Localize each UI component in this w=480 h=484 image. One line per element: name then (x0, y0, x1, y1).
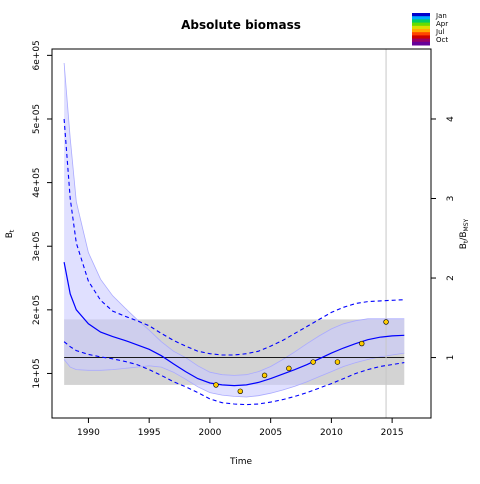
y-tick-label: 6e+05 (32, 40, 42, 70)
legend-color-swatch (412, 41, 430, 46)
y-tick-label: 4e+05 (32, 167, 42, 197)
y2-tick-label: 2 (446, 275, 456, 281)
x-tick-label: 1990 (77, 428, 100, 438)
legend-color-swatch (412, 35, 430, 40)
legend-label: Oct (436, 36, 448, 44)
y-tick-label: 2e+05 (32, 295, 42, 325)
y2-tick-label: 1 (446, 355, 456, 361)
observation-point (359, 340, 365, 347)
ci-upper-line (63, 62, 405, 376)
axes: 1990 1995 2000 2005 2010 2015 1e+05 2e+05 3e+05 4… (32, 40, 456, 438)
prediction-lower-line (63, 341, 405, 406)
ci-lower-line (63, 352, 405, 398)
prediction-upper-line (63, 118, 405, 356)
x-tick-label: 2015 (381, 428, 404, 438)
legend-color-swatch (412, 32, 430, 36)
legend-label: Apr (436, 20, 448, 28)
y-axis-label: Bt (5, 229, 16, 238)
confidence-region (64, 63, 405, 397)
observation-point (383, 319, 389, 325)
y-tick-label: 3e+05 (32, 231, 42, 261)
legend-color-swatch (412, 29, 430, 33)
plot-frame (51, 48, 432, 419)
y-tick-label: 5e+05 (32, 104, 42, 134)
legend-color-swatch (412, 16, 430, 20)
legend-label: Jan (435, 12, 447, 20)
x-tick-label: 1995 (138, 428, 161, 438)
legend-color-swatch (412, 38, 430, 43)
x-tick-label: 2010 (320, 428, 343, 438)
observation-point (261, 372, 268, 379)
biomass-estimate-line (63, 261, 405, 387)
x-tick-label: 2000 (198, 428, 221, 438)
legend-color-swatch (412, 13, 430, 17)
legend-color-swatch (412, 19, 430, 24)
legend-color-swatch (412, 22, 430, 27)
chart-title: Absolute biomass (181, 18, 301, 32)
observation-point (310, 359, 316, 365)
x-tick-label: 2005 (259, 428, 282, 438)
legend-label: Jul (435, 28, 445, 36)
legend-color-swatch (412, 25, 430, 30)
y2-tick-label: 3 (446, 196, 456, 202)
observation-point (237, 388, 243, 394)
observation-point (213, 382, 219, 388)
x-axis-label: Time (229, 457, 252, 467)
y2-axis-label: Bt/BMSY (459, 218, 470, 249)
observation-point (286, 365, 292, 372)
y2-tick-label: 4 (446, 116, 456, 122)
plot-area (63, 49, 405, 418)
observation-point (334, 359, 341, 365)
y-tick-label: 1e+05 (32, 358, 42, 388)
